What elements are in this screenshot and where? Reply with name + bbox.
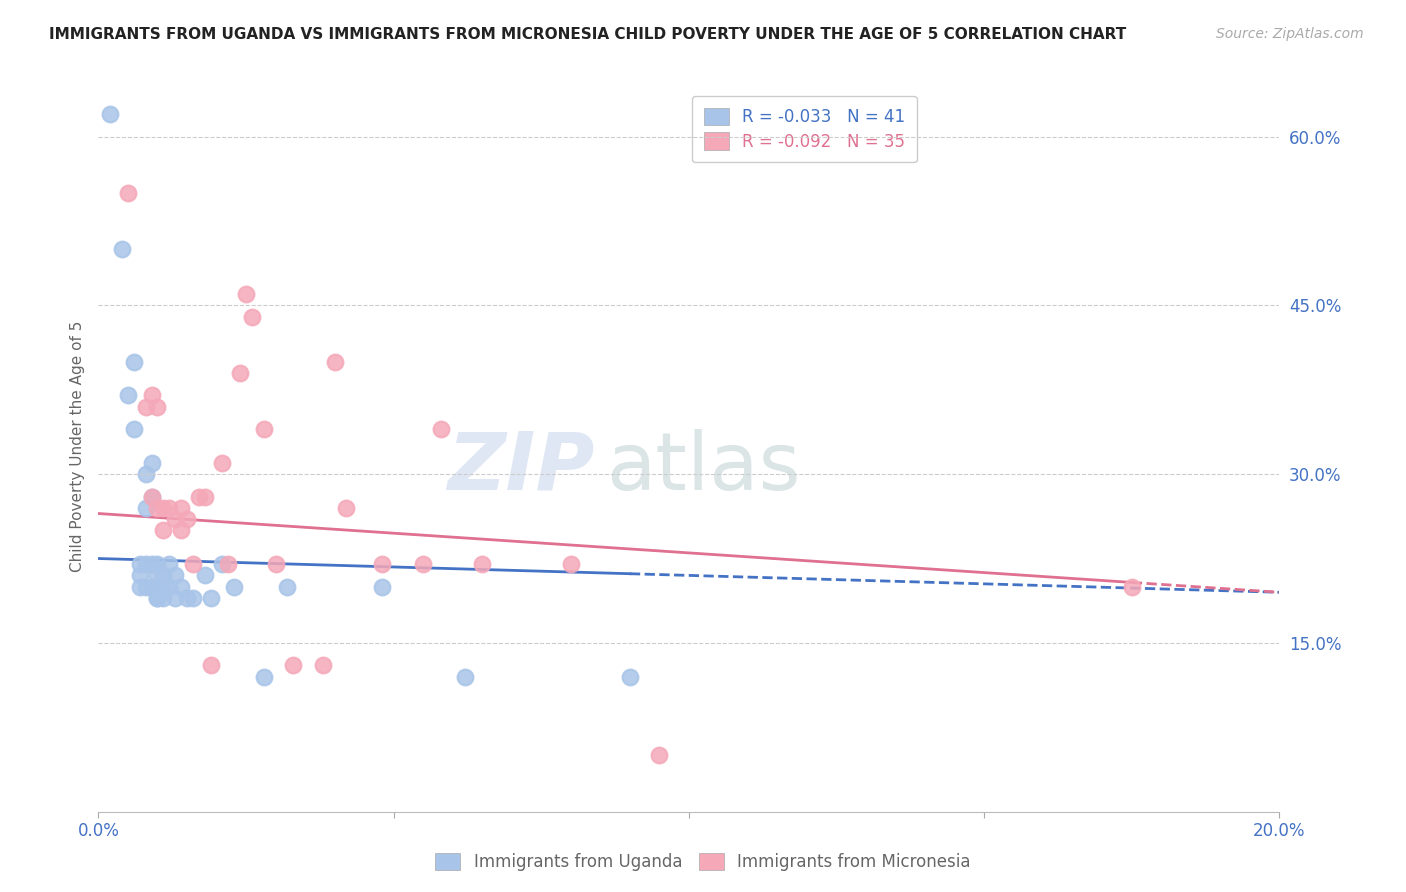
Point xyxy=(128,557,150,571)
Point xyxy=(165,512,187,526)
Point xyxy=(157,500,180,515)
Point xyxy=(176,512,198,526)
Point xyxy=(176,591,198,605)
Point xyxy=(1121,580,1143,594)
Point xyxy=(323,354,346,368)
Text: atlas: atlas xyxy=(606,429,800,507)
Point xyxy=(141,456,163,470)
Point xyxy=(371,580,394,594)
Point xyxy=(135,500,157,515)
Point xyxy=(453,670,475,684)
Point xyxy=(152,524,174,538)
Point xyxy=(146,557,169,571)
Point xyxy=(122,422,145,436)
Point xyxy=(170,500,193,515)
Point xyxy=(146,400,169,414)
Point xyxy=(211,456,233,470)
Point xyxy=(170,524,193,538)
Point xyxy=(170,580,193,594)
Point xyxy=(122,354,145,368)
Point xyxy=(253,670,276,684)
Point xyxy=(200,591,222,605)
Point xyxy=(371,557,394,571)
Point xyxy=(430,422,453,436)
Point xyxy=(648,748,671,763)
Point xyxy=(135,400,157,414)
Point xyxy=(471,557,494,571)
Point xyxy=(165,591,187,605)
Point xyxy=(276,580,298,594)
Point xyxy=(619,670,641,684)
Point xyxy=(152,580,174,594)
Point xyxy=(194,568,217,582)
Point xyxy=(264,557,287,571)
Point xyxy=(224,580,246,594)
Point xyxy=(152,591,174,605)
Point xyxy=(146,591,169,605)
Point xyxy=(194,490,217,504)
Legend: R = -0.033   N = 41, R = -0.092   N = 35: R = -0.033 N = 41, R = -0.092 N = 35 xyxy=(692,96,917,162)
Point xyxy=(165,568,187,582)
Point xyxy=(181,591,204,605)
Point xyxy=(152,500,174,515)
Point xyxy=(141,490,163,504)
Point xyxy=(152,568,174,582)
Point xyxy=(117,186,139,200)
Point xyxy=(141,580,163,594)
Point xyxy=(135,557,157,571)
Point xyxy=(187,490,209,504)
Point xyxy=(229,366,252,380)
Point xyxy=(98,107,121,121)
Point xyxy=(312,658,335,673)
Point xyxy=(146,580,169,594)
Point xyxy=(146,568,169,582)
Point xyxy=(335,500,357,515)
Point xyxy=(141,388,163,402)
Legend: Immigrants from Uganda, Immigrants from Micronesia: Immigrants from Uganda, Immigrants from … xyxy=(427,845,979,880)
Point xyxy=(146,580,169,594)
Point xyxy=(128,568,150,582)
Point xyxy=(240,310,263,324)
Text: ZIP: ZIP xyxy=(447,429,595,507)
Y-axis label: Child Poverty Under the Age of 5: Child Poverty Under the Age of 5 xyxy=(69,320,84,572)
Point xyxy=(157,580,180,594)
Point xyxy=(117,388,139,402)
Point xyxy=(412,557,434,571)
Point xyxy=(128,580,150,594)
Point xyxy=(235,287,257,301)
Point xyxy=(135,580,157,594)
Point xyxy=(283,658,305,673)
Point xyxy=(141,557,163,571)
Point xyxy=(253,422,276,436)
Point xyxy=(135,467,157,482)
Point xyxy=(146,591,169,605)
Text: Source: ZipAtlas.com: Source: ZipAtlas.com xyxy=(1216,27,1364,41)
Point xyxy=(560,557,582,571)
Point xyxy=(200,658,222,673)
Point xyxy=(181,557,204,571)
Point xyxy=(141,490,163,504)
Point xyxy=(217,557,239,571)
Point xyxy=(211,557,233,571)
Point xyxy=(146,500,169,515)
Text: IMMIGRANTS FROM UGANDA VS IMMIGRANTS FROM MICRONESIA CHILD POVERTY UNDER THE AGE: IMMIGRANTS FROM UGANDA VS IMMIGRANTS FRO… xyxy=(49,27,1126,42)
Point xyxy=(157,557,180,571)
Point xyxy=(111,242,134,256)
